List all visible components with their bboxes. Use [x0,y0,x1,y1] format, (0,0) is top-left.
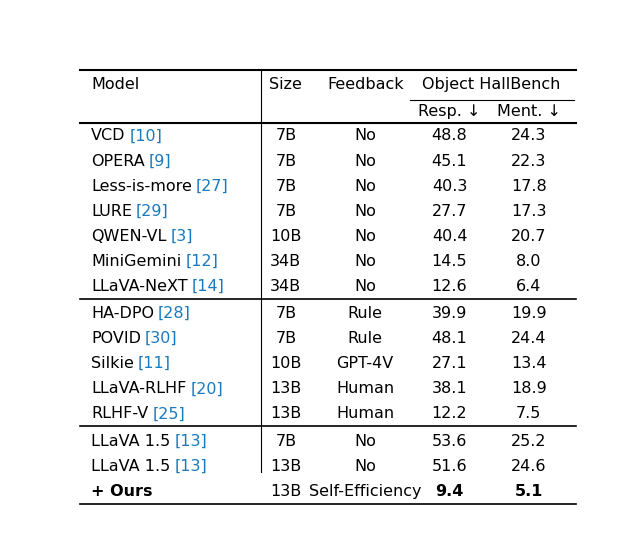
Text: OPERA: OPERA [91,154,145,168]
Text: No: No [355,179,376,193]
Text: 17.3: 17.3 [511,204,547,219]
Text: 7B: 7B [275,331,296,346]
Text: 7B: 7B [275,128,296,143]
Text: 6.4: 6.4 [516,279,541,294]
Text: Ment. ↓: Ment. ↓ [497,104,561,119]
Text: QWEN-VL: QWEN-VL [91,229,166,244]
Text: 18.9: 18.9 [511,381,547,397]
Text: 13B: 13B [270,406,301,421]
Text: 38.1: 38.1 [432,381,467,397]
Text: Model: Model [91,77,139,92]
Text: [11]: [11] [138,356,171,372]
Text: 40.4: 40.4 [432,229,467,244]
Text: 19.9: 19.9 [511,306,547,321]
Text: MiniGemini: MiniGemini [91,254,181,269]
Text: Human: Human [336,406,394,421]
Text: 24.3: 24.3 [511,128,547,143]
Text: 12.2: 12.2 [432,406,467,421]
Text: [13]: [13] [174,459,207,474]
Text: No: No [355,154,376,168]
Text: 13B: 13B [270,459,301,474]
Text: 10B: 10B [270,229,301,244]
Text: 9.4: 9.4 [435,484,464,499]
Text: Feedback: Feedback [327,77,403,92]
Text: [3]: [3] [170,229,193,244]
Text: [13]: [13] [174,434,207,449]
Text: Rule: Rule [348,331,383,346]
Text: 7B: 7B [275,179,296,193]
Text: Rule: Rule [348,306,383,321]
Text: POVID: POVID [91,331,141,346]
Text: 48.8: 48.8 [431,128,467,143]
Text: No: No [355,254,376,269]
Text: No: No [355,128,376,143]
Text: 12.6: 12.6 [432,279,467,294]
Text: 24.4: 24.4 [511,331,547,346]
Text: No: No [355,279,376,294]
Text: [28]: [28] [158,306,191,321]
Text: [25]: [25] [152,406,185,421]
Text: 13B: 13B [270,484,301,499]
Text: 7B: 7B [275,154,296,168]
Text: [10]: [10] [129,128,163,143]
Text: 17.8: 17.8 [511,179,547,193]
Text: 45.1: 45.1 [432,154,467,168]
Text: [27]: [27] [196,179,228,193]
Text: 51.6: 51.6 [432,459,467,474]
Text: [29]: [29] [136,204,168,219]
Text: 14.5: 14.5 [432,254,467,269]
Text: [12]: [12] [185,254,218,269]
Text: No: No [355,229,376,244]
Text: + Ours: + Ours [91,484,152,499]
Text: 27.7: 27.7 [432,204,467,219]
Text: Object HallBench: Object HallBench [422,77,561,92]
Text: Size: Size [269,77,302,92]
Text: Human: Human [336,381,394,397]
Text: 10B: 10B [270,356,301,372]
Text: No: No [355,204,376,219]
Text: No: No [355,459,376,474]
Text: 13.4: 13.4 [511,356,547,372]
Text: 53.6: 53.6 [432,434,467,449]
Text: 25.2: 25.2 [511,434,547,449]
Text: 34B: 34B [270,254,301,269]
Text: LLaVA 1.5: LLaVA 1.5 [91,434,170,449]
Text: LURE: LURE [91,204,132,219]
Text: 8.0: 8.0 [516,254,541,269]
Text: [9]: [9] [148,154,172,168]
Text: 34B: 34B [270,279,301,294]
Text: 7.5: 7.5 [516,406,541,421]
Text: RLHF-V: RLHF-V [91,406,148,421]
Text: VCD: VCD [91,128,125,143]
Text: 27.1: 27.1 [432,356,467,372]
Text: Self-Efficiency: Self-Efficiency [309,484,422,499]
Text: HA-DPO: HA-DPO [91,306,154,321]
Text: 24.6: 24.6 [511,459,547,474]
Text: 5.1: 5.1 [515,484,543,499]
Text: 7B: 7B [275,434,296,449]
Text: [20]: [20] [190,381,223,397]
Text: Less-is-more: Less-is-more [91,179,192,193]
Text: LLaVA-RLHF: LLaVA-RLHF [91,381,186,397]
Text: GPT-4V: GPT-4V [337,356,394,372]
Text: 13B: 13B [270,381,301,397]
Text: 39.9: 39.9 [432,306,467,321]
Text: [14]: [14] [191,279,225,294]
Text: [30]: [30] [145,331,177,346]
Text: 7B: 7B [275,306,296,321]
Text: 40.3: 40.3 [432,179,467,193]
Text: Silkie: Silkie [91,356,134,372]
Text: 22.3: 22.3 [511,154,547,168]
Text: LLaVA 1.5: LLaVA 1.5 [91,459,170,474]
Text: No: No [355,434,376,449]
Text: 48.1: 48.1 [431,331,467,346]
Text: 7B: 7B [275,204,296,219]
Text: LLaVA-NeXT: LLaVA-NeXT [91,279,188,294]
Text: 20.7: 20.7 [511,229,547,244]
Text: Resp. ↓: Resp. ↓ [419,104,481,119]
